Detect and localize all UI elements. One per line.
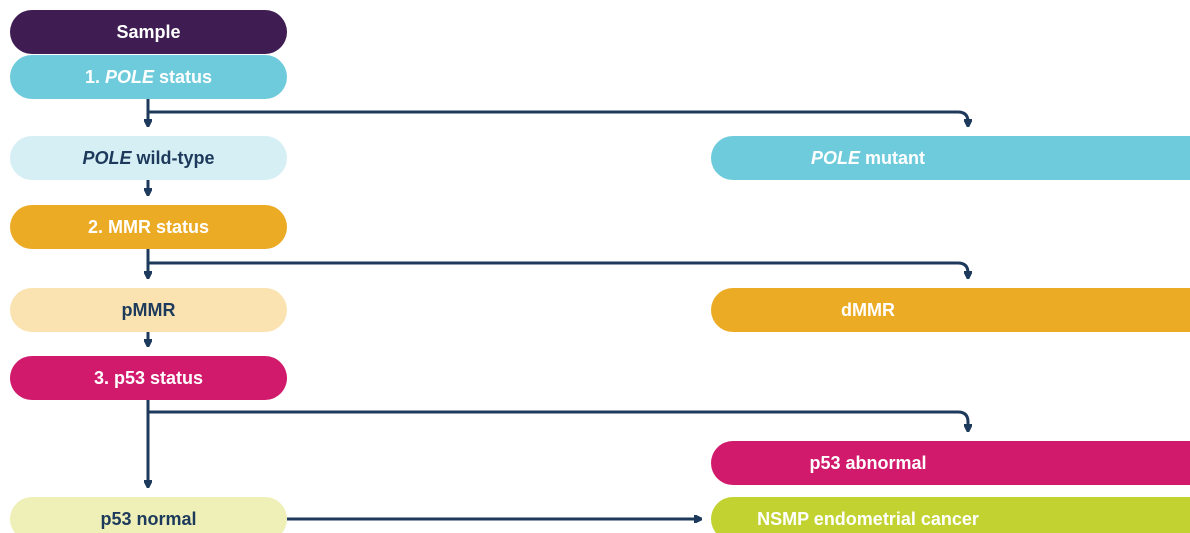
label-part: p53 normal (100, 509, 196, 529)
arrow (148, 410, 968, 429)
label-part: status (154, 67, 212, 87)
node-box (10, 356, 287, 400)
node-label: POLE mutant (811, 148, 925, 168)
node-label: NSMP endometrial cancer (757, 509, 979, 529)
node-box (10, 10, 287, 54)
node-box (10, 136, 287, 180)
node-label: 2. MMR status (88, 217, 209, 237)
node-box (711, 136, 1190, 180)
label-part: 3. p53 status (94, 368, 203, 388)
label-part: dMMR (841, 300, 895, 320)
node-box (10, 205, 287, 249)
label-part: 1. (85, 67, 105, 87)
node-label: Sample (116, 22, 180, 42)
label-part: POLE (82, 148, 132, 168)
label-part: NSMP endometrial cancer (757, 509, 979, 529)
connectors (148, 99, 968, 519)
node-label: p53 normal (100, 509, 196, 529)
node-label: pMMR (122, 300, 176, 320)
label-part: p53 abnormal (809, 453, 926, 473)
node-label: p53 abnormal (809, 453, 926, 473)
label-part: 2. MMR status (88, 217, 209, 237)
node-label: 1. POLE status (85, 67, 212, 87)
node-label: 3. p53 status (94, 368, 203, 388)
label-part: Sample (116, 22, 180, 42)
label-part: POLE (811, 148, 861, 168)
arrow (148, 261, 968, 276)
arrow (148, 110, 968, 124)
node-box (711, 497, 1190, 533)
node-label: dMMR (841, 300, 895, 320)
label-part: POLE (105, 67, 155, 87)
node-box (10, 497, 287, 533)
node-box (711, 288, 1190, 332)
node-box (10, 55, 287, 99)
node-label: POLE wild-type (82, 148, 214, 168)
label-part: wild-type (132, 148, 215, 168)
label-part: pMMR (122, 300, 176, 320)
label-part: mutant (860, 148, 925, 168)
node-box (10, 288, 287, 332)
node-box (711, 441, 1190, 485)
